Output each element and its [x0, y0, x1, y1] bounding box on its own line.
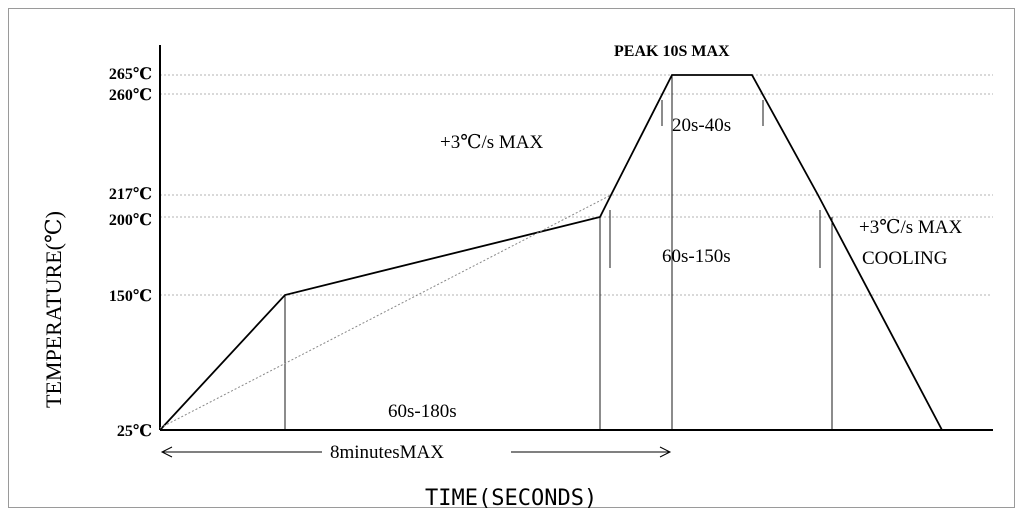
y-tick-label: 265℃: [109, 66, 152, 83]
profile-line: [159, 74, 943, 431]
y-axis-label: TEMPERATURE(℃): [41, 211, 66, 408]
chart-frame: [8, 8, 1015, 508]
y-tick-label: 150℃: [109, 288, 152, 305]
y-tick-label: 25℃: [117, 423, 152, 440]
time-above-260-label: 20s-40s: [672, 115, 731, 136]
x-axis-label: TIME(SECONDS): [425, 486, 597, 511]
time-above-217-label: 60s-150s: [662, 246, 731, 267]
chart-title: PEAK 10S MAX: [614, 43, 730, 60]
y-tick-labels: 25℃ 150℃ 200℃ 217℃ 260℃ 265℃: [109, 66, 152, 440]
cooling-rate-label: +3℃/s MAX: [859, 217, 963, 238]
cooling-label: COOLING: [862, 248, 948, 269]
y-tick-label: 200℃: [109, 212, 152, 229]
y-tick-label: 260℃: [109, 87, 152, 104]
arrow-head-left: [160, 446, 173, 458]
y-tick-label: 217℃: [109, 186, 152, 203]
preheat-label: 60s-180s: [388, 401, 457, 422]
arrow-head-right: [659, 446, 672, 458]
reference-lines: [160, 74, 993, 296]
average-ramp-line: [159, 194, 612, 429]
ramp-up-label: +3℃/s MAX: [440, 132, 544, 153]
total-time-label: 8minutesMAX: [330, 442, 444, 463]
marker-lines: [284, 75, 833, 430]
